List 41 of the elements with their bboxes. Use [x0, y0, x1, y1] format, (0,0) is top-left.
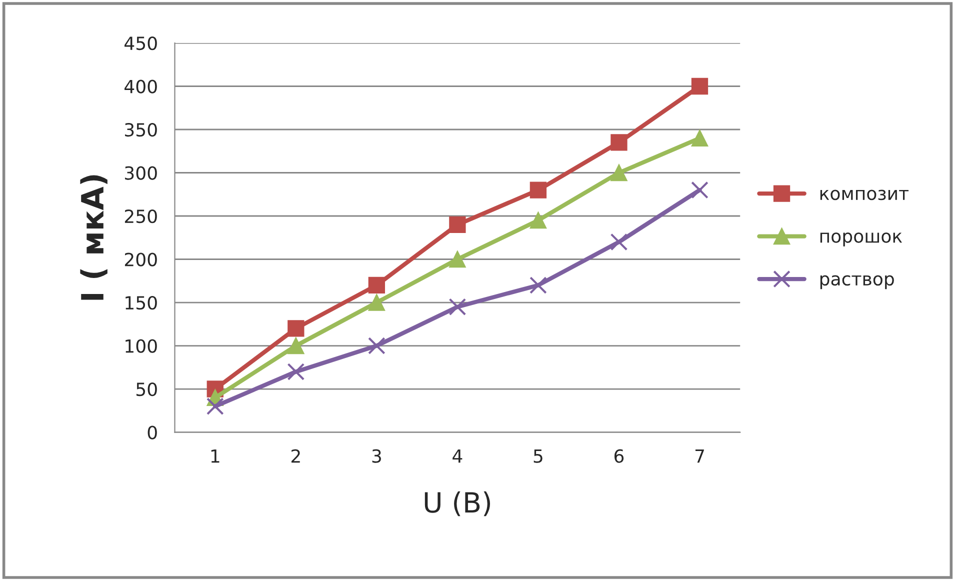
y-tick-label: 350 — [125, 122, 157, 137]
point — [610, 134, 628, 151]
point — [530, 212, 547, 229]
point — [287, 363, 305, 380]
x-tick-label: 3 — [372, 449, 381, 463]
y-tick-label: 400 — [124, 80, 157, 94]
legend-label: порошок — [820, 232, 902, 246]
y-tick-label: 0 — [148, 426, 157, 440]
x-tick-label: 2 — [291, 449, 300, 463]
y-axis-title: I ( мкА) — [80, 175, 108, 300]
point — [610, 164, 628, 182]
point — [530, 276, 547, 294]
point — [206, 398, 224, 415]
point — [449, 216, 466, 233]
y-tick-label: 150 — [126, 296, 157, 310]
y-tick-label: 450 — [124, 36, 157, 50]
point — [288, 320, 304, 337]
point — [288, 337, 304, 354]
point — [691, 130, 708, 146]
y-tick-label: 250 — [124, 209, 157, 224]
x-tick-label: 1 — [211, 449, 220, 463]
point — [610, 233, 628, 251]
x-tick-label: 5 — [534, 449, 542, 463]
point — [368, 337, 386, 354]
point — [691, 181, 708, 199]
point — [448, 298, 466, 316]
y-tick-label: 200 — [124, 252, 157, 266]
x-tick-label: 6 — [614, 449, 624, 463]
legend-label: композит — [820, 190, 909, 200]
y-tick-label: 300 — [125, 166, 157, 180]
x-tick-label: 4 — [452, 449, 462, 463]
point — [530, 182, 547, 198]
point — [691, 78, 708, 95]
legend-label: раствор — [820, 275, 894, 290]
x-axis-title: U (В) — [424, 491, 490, 516]
y-tick-label: 50 — [136, 382, 157, 396]
y-tick-label: 100 — [126, 339, 157, 353]
point — [368, 294, 386, 311]
x-tick-label: 7 — [695, 449, 704, 463]
point — [449, 250, 466, 268]
point — [368, 276, 386, 294]
